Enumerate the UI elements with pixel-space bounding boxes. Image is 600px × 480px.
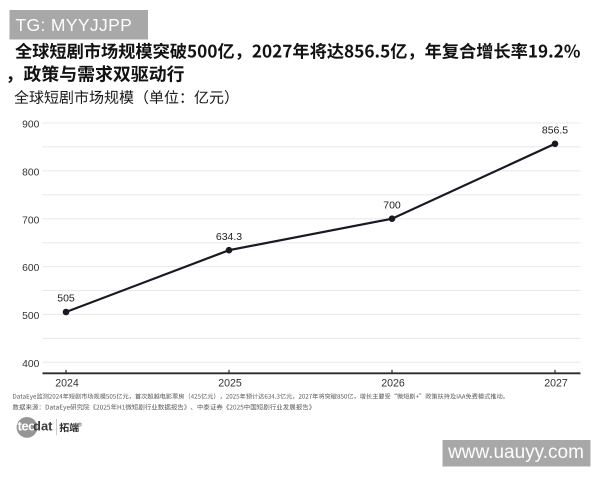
svg-text:800: 800	[22, 168, 39, 179]
svg-text:®: ®	[78, 421, 83, 428]
svg-text:500: 500	[22, 311, 39, 322]
svg-text:2025: 2025	[218, 377, 242, 389]
svg-text:900: 900	[22, 120, 39, 131]
svg-text:600: 600	[22, 263, 39, 274]
svg-text:856.5: 856.5	[542, 124, 568, 136]
svg-text:tec: tec	[18, 418, 36, 433]
svg-text:700: 700	[22, 215, 39, 226]
svg-text:700: 700	[383, 199, 401, 211]
svg-text:www.uauyy.com: www.uauyy.com	[447, 442, 584, 463]
svg-text:TG: MYYJJPP: TG: MYYJJPP	[16, 15, 133, 35]
svg-text:505: 505	[57, 293, 75, 305]
svg-text:dat: dat	[33, 418, 53, 433]
svg-text:2024: 2024	[55, 377, 79, 389]
svg-text:2026: 2026	[381, 377, 405, 389]
svg-text:634.3: 634.3	[216, 231, 242, 243]
svg-text:400: 400	[22, 359, 39, 370]
svg-text:2027: 2027	[544, 377, 568, 389]
